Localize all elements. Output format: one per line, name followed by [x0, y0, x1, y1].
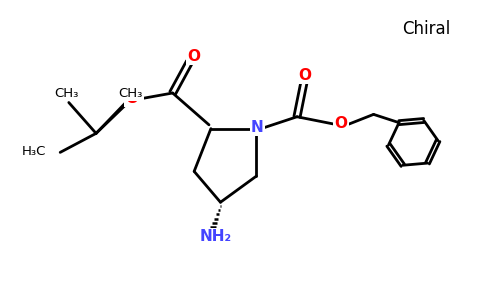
Text: NH₂: NH₂: [199, 229, 231, 244]
Text: O: O: [188, 49, 201, 64]
Text: CH₃: CH₃: [54, 86, 78, 100]
Text: H₃C: H₃C: [21, 145, 46, 158]
Text: O: O: [334, 116, 348, 131]
Text: O: O: [299, 68, 312, 83]
Text: Chiral: Chiral: [402, 20, 450, 38]
Text: O: O: [125, 91, 138, 106]
Text: N: N: [251, 120, 264, 135]
Text: CH₃: CH₃: [118, 86, 143, 100]
